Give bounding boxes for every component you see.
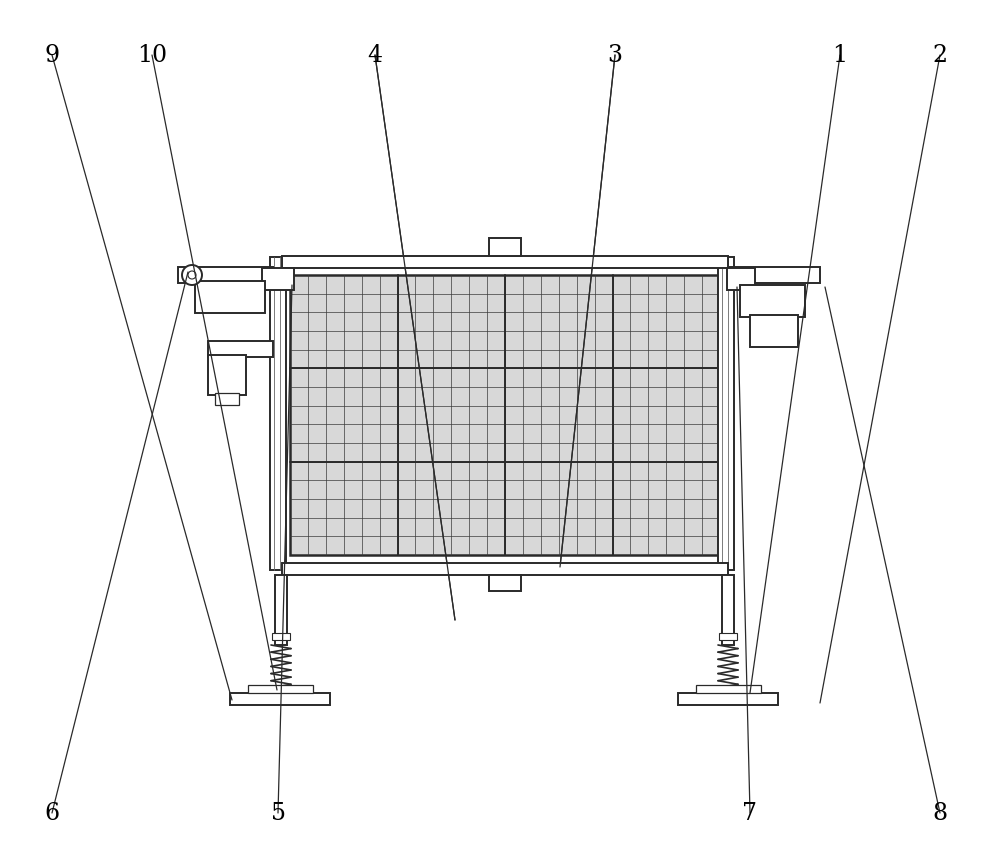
Bar [282,256,728,268]
Text: 6: 6 [44,802,60,824]
Circle shape [188,271,196,279]
Bar [248,685,313,693]
Text: 3: 3 [608,43,622,67]
Bar [730,267,820,283]
Text: 2: 2 [932,43,948,67]
Bar [230,693,330,705]
Bar [290,275,720,555]
Text: 4: 4 [367,43,383,67]
Bar [195,281,265,313]
Bar [272,633,290,640]
Bar [208,355,246,395]
Bar [722,575,734,645]
Circle shape [182,265,202,285]
Bar [750,315,798,347]
Text: 7: 7 [742,802,758,824]
Text: 10: 10 [137,43,167,67]
Bar [208,341,273,357]
Bar [275,575,287,645]
Bar [719,633,737,640]
Text: 1: 1 [832,43,848,67]
Bar [178,267,273,283]
Text: 9: 9 [44,43,60,67]
Text: 8: 8 [932,802,948,824]
Bar [678,693,778,705]
Bar [740,285,805,317]
Bar [270,257,286,570]
Bar [727,268,755,290]
Bar [718,257,734,570]
Bar [696,685,761,693]
Bar [489,575,521,591]
Bar [282,563,728,575]
Bar [215,393,239,405]
Text: 5: 5 [271,802,286,824]
Bar [489,238,521,256]
Bar [262,268,294,290]
